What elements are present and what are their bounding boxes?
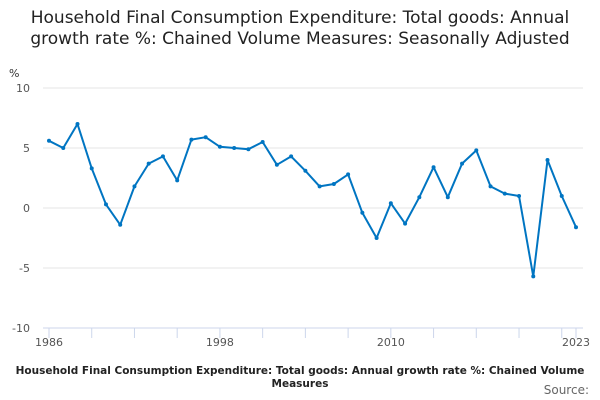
data-point	[274, 162, 279, 167]
y-tick-label: -5	[19, 262, 30, 275]
x-axis-label: Household Final Consumption Expenditure:…	[15, 365, 585, 390]
data-point	[246, 147, 251, 152]
data-point	[89, 166, 94, 171]
data-point	[488, 184, 493, 189]
data-point	[132, 184, 137, 189]
data-point	[460, 161, 465, 166]
y-tick-label: 0	[23, 202, 30, 215]
data-point	[360, 210, 365, 215]
data-point	[303, 168, 308, 173]
data-point	[289, 154, 294, 159]
data-point	[160, 154, 165, 159]
source-label: Source:	[543, 383, 589, 397]
data-point	[217, 144, 222, 149]
y-tick-label: 10	[16, 82, 30, 95]
data-point	[502, 191, 507, 196]
data-point	[331, 182, 336, 186]
series-line	[48, 123, 577, 278]
y-axis-unit: %	[9, 67, 20, 80]
data-point	[474, 148, 479, 153]
data-point	[445, 195, 450, 200]
data-point	[118, 222, 123, 227]
data-point	[103, 202, 108, 207]
data-point	[232, 146, 237, 150]
x-tick-label: 1986	[35, 336, 63, 349]
x-tick-label: 2010	[377, 336, 405, 349]
data-point	[189, 137, 194, 142]
data-point	[431, 165, 436, 170]
data-point	[574, 225, 578, 230]
data-point	[146, 161, 151, 166]
data-point	[175, 178, 180, 183]
x-tick-label: 1998	[206, 336, 234, 349]
x-tick-label: 2023	[562, 336, 590, 349]
data-point	[403, 221, 408, 226]
data-point	[47, 138, 51, 143]
data-point	[517, 194, 522, 198]
chart-title: Household Final Consumption Expenditure:…	[30, 8, 570, 49]
data-point	[374, 236, 379, 240]
data-point	[260, 140, 265, 144]
data-point	[559, 194, 564, 198]
data-point	[61, 146, 66, 150]
data-point	[346, 172, 351, 177]
data-point	[417, 195, 422, 200]
data-point	[388, 201, 393, 206]
y-tick-label: 5	[23, 142, 30, 155]
data-point	[203, 135, 208, 140]
y-tick-label: -10	[12, 322, 30, 335]
data-point	[545, 158, 550, 162]
data-point	[75, 122, 80, 126]
data-point	[531, 274, 536, 279]
data-point	[317, 184, 322, 189]
